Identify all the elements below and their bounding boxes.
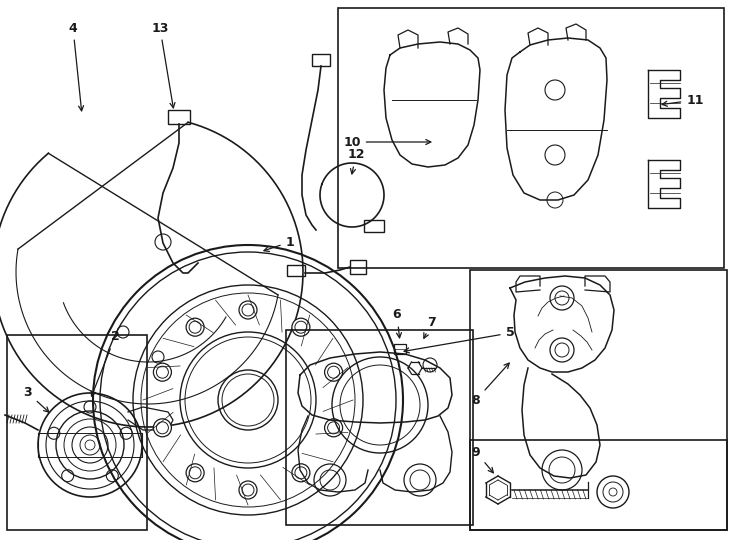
Bar xyxy=(470,440,727,530)
Text: 5: 5 xyxy=(404,327,515,353)
Circle shape xyxy=(186,318,204,336)
Text: 7: 7 xyxy=(424,315,437,338)
Text: 2: 2 xyxy=(91,330,120,396)
Bar xyxy=(287,265,305,276)
Text: 1: 1 xyxy=(264,235,294,252)
Circle shape xyxy=(324,363,343,381)
Circle shape xyxy=(324,419,343,437)
Bar xyxy=(364,220,384,232)
Bar xyxy=(338,8,724,268)
Text: 10: 10 xyxy=(344,136,431,148)
Text: 12: 12 xyxy=(347,148,365,174)
Bar xyxy=(7,335,147,530)
Circle shape xyxy=(239,481,257,499)
Text: 8: 8 xyxy=(472,363,509,407)
Text: 6: 6 xyxy=(393,308,401,338)
Circle shape xyxy=(153,363,172,381)
Text: 3: 3 xyxy=(23,387,49,412)
Bar xyxy=(286,330,473,525)
Text: 11: 11 xyxy=(662,93,704,106)
Bar xyxy=(394,344,406,354)
Text: 13: 13 xyxy=(151,22,175,108)
Bar xyxy=(470,270,727,530)
Bar xyxy=(168,110,190,124)
Text: 4: 4 xyxy=(68,22,84,111)
Circle shape xyxy=(186,464,204,482)
Circle shape xyxy=(153,419,172,437)
Bar xyxy=(350,260,366,274)
Circle shape xyxy=(292,464,310,482)
Circle shape xyxy=(239,301,257,319)
Circle shape xyxy=(292,318,310,336)
Text: 9: 9 xyxy=(472,446,493,473)
Bar xyxy=(312,54,330,66)
